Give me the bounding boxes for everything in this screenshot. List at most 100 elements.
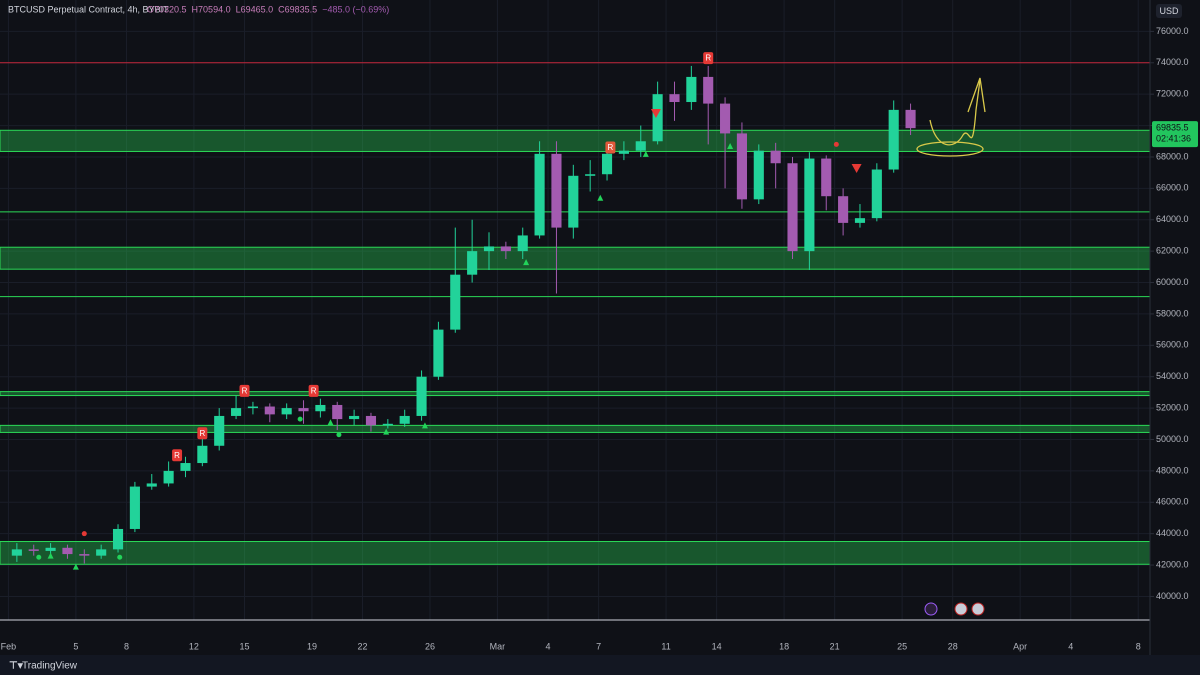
y-tick-label: 50000.0 — [1156, 434, 1189, 444]
y-tick-label: 76000.0 — [1156, 26, 1189, 36]
x-tick-label: 8 — [124, 641, 129, 651]
signal-dot — [36, 554, 42, 560]
x-tick-label: 22 — [358, 641, 368, 651]
candle-body — [382, 423, 393, 426]
candle-body — [45, 547, 56, 551]
logo-mark: ⊤▾ — [9, 661, 24, 672]
signal-label: R — [242, 386, 248, 395]
candle-body — [787, 163, 798, 252]
x-tick-label: 8 — [1136, 641, 1141, 651]
drawn-arrow — [967, 77, 986, 113]
candle-body — [433, 329, 444, 377]
y-tick-label: 52000.0 — [1156, 402, 1189, 412]
signal-badge — [239, 384, 250, 397]
candle-body — [888, 109, 899, 170]
grid — [0, 0, 1150, 620]
signal-triangle — [421, 422, 428, 429]
candle-body — [703, 76, 714, 104]
candle-body — [11, 549, 22, 556]
x-tick-label: Mar — [490, 641, 506, 651]
candle-body — [770, 150, 781, 164]
plot-area: R R R R R R — [0, 52, 1150, 570]
candle-body — [231, 408, 242, 416]
x-tick-label: 28 — [948, 641, 958, 651]
candle-body — [686, 76, 697, 103]
currency[interactable]: USD — [1159, 6, 1179, 16]
signal-triangle — [523, 259, 530, 266]
candle-body — [298, 408, 309, 412]
icon — [971, 602, 985, 616]
currency-button[interactable] — [1156, 4, 1182, 18]
candle-body — [332, 404, 343, 420]
candle-body — [854, 218, 866, 223]
y-tick-label: 42000.0 — [1156, 559, 1189, 569]
signal-triangle — [642, 150, 649, 157]
candle-body — [129, 486, 140, 529]
y-tick-label: 74000.0 — [1156, 57, 1189, 67]
candle-body — [720, 103, 731, 134]
y-tick-label: 58000.0 — [1156, 308, 1189, 318]
signal-triangle — [383, 428, 390, 435]
candle-body — [568, 175, 579, 228]
signal-triangle — [327, 419, 334, 426]
x-tick-label: 12 — [189, 641, 199, 651]
zone — [0, 391, 1150, 397]
header-values: O70320.5 H70594.0 L69465.0 C69835.5 −485.0 (… — [147, 4, 389, 14]
candle-body — [146, 483, 157, 487]
header-value: H70594.0 — [192, 4, 231, 14]
candle-body — [500, 246, 511, 252]
signal-dot — [81, 531, 87, 537]
signal-badge — [308, 384, 319, 397]
candle-body — [618, 150, 629, 154]
signal-badge — [197, 427, 208, 440]
y-tick-label: 64000.0 — [1156, 214, 1189, 224]
y-tick-label: 72000.0 — [1156, 89, 1189, 99]
y-tick-label: 48000.0 — [1156, 465, 1189, 475]
candle-body — [534, 153, 545, 236]
candle-body — [62, 547, 73, 555]
signal-label: R — [608, 143, 614, 152]
y-tick-label: 54000.0 — [1156, 371, 1189, 381]
candle-body — [28, 549, 39, 551]
candle-body — [483, 246, 495, 252]
icon — [954, 602, 968, 616]
x-tick-label: 18 — [779, 641, 789, 651]
x-tick-label: 4 — [1068, 641, 1073, 651]
signal-label: R — [311, 386, 317, 395]
candle-body — [264, 406, 275, 415]
signal-badge — [703, 52, 714, 65]
signal-dot — [833, 141, 839, 147]
signal-dot — [117, 554, 123, 560]
candle-body — [601, 153, 613, 175]
candle-body — [96, 549, 107, 556]
x-tick-label: 15 — [239, 641, 249, 651]
candle-body — [365, 415, 377, 426]
x-tick-label: 14 — [712, 641, 722, 651]
zone — [0, 129, 1150, 152]
x-tick-label: 21 — [830, 641, 840, 651]
brand: TradingView — [22, 661, 78, 672]
drawing — [916, 77, 986, 157]
signal-dot — [297, 416, 303, 422]
zone — [0, 246, 1150, 270]
header-value: C69835.5 — [278, 4, 317, 14]
candle-body — [467, 251, 478, 275]
zone — [0, 541, 1150, 565]
candle-body — [180, 463, 191, 471]
header-value: L69465.0 — [236, 4, 274, 14]
candle-body — [214, 415, 225, 446]
signal-badge — [605, 141, 616, 154]
chart-title: BTCUSD Perpetual Contract, 4h, BYBIT — [8, 4, 169, 14]
last-price: 69835.5 — [1156, 123, 1189, 133]
drawn-ellipse — [916, 141, 984, 157]
candle-body — [838, 196, 849, 223]
candle-body — [247, 406, 258, 409]
candle-body — [669, 94, 680, 103]
signal-triangle — [851, 163, 862, 173]
x-tick-label: 25 — [897, 641, 907, 651]
signal-triangle — [727, 142, 734, 149]
signal-label: R — [174, 451, 180, 460]
x-tick-label: 5 — [73, 641, 78, 651]
